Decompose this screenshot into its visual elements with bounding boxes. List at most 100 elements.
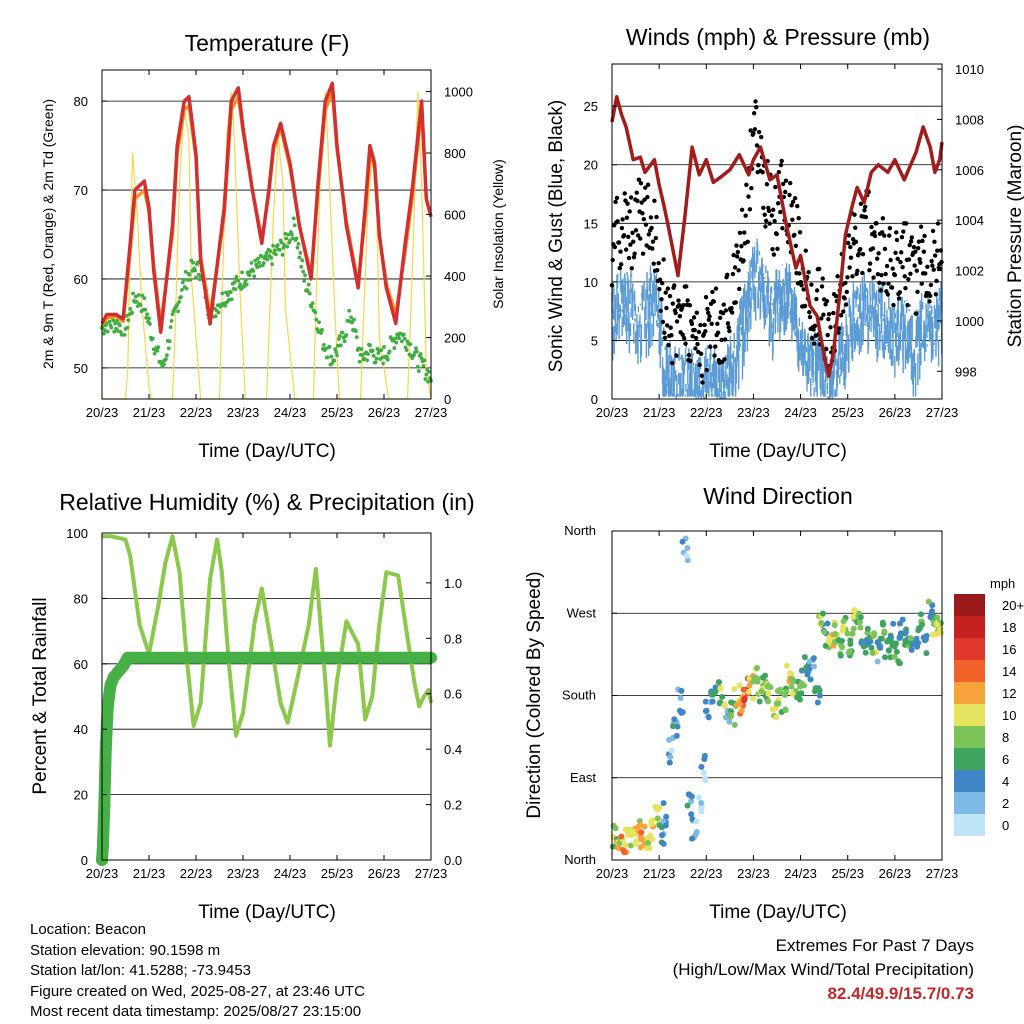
dewpoint-point [359, 347, 364, 351]
dewpoint-point [402, 336, 407, 341]
dewpoint-point [166, 346, 171, 351]
location-text: Location: Beacon [30, 921, 146, 938]
dewpoint-point [327, 344, 332, 349]
legend-swatch [954, 814, 985, 836]
dewpoint-point [302, 279, 306, 283]
speed-legend: mph 20+ 18 16 14 12 10 8 6 4 2 0 [954, 576, 1024, 836]
precip-point [98, 798, 111, 811]
dewpoint-point [180, 288, 184, 292]
direction-point [824, 620, 831, 627]
dewpoint-point [240, 270, 244, 275]
gust-point [680, 332, 685, 337]
gust-point [772, 218, 777, 224]
direction-point [781, 692, 788, 699]
gust-point [887, 233, 892, 238]
gust-point [676, 298, 681, 303]
temperature-frame [101, 69, 432, 400]
gust-point [911, 244, 917, 250]
dewpoint-point [338, 343, 343, 348]
gust-point [735, 249, 741, 255]
gust-point [734, 243, 739, 248]
gust-point [820, 276, 825, 281]
gust-point [935, 248, 940, 253]
gust-point [824, 298, 830, 304]
direction-point [934, 614, 941, 621]
dewpoint-point [150, 336, 155, 341]
gust-point [883, 271, 888, 277]
gust-point [653, 235, 659, 241]
dewpoint-point [117, 323, 122, 328]
gust-point [646, 232, 651, 237]
direction-point [673, 732, 680, 739]
dewpoint-point [393, 336, 398, 341]
gust-point [767, 221, 772, 226]
gust-point [660, 319, 666, 325]
gust-point [743, 213, 748, 218]
direction-point [773, 714, 780, 721]
gust-point [681, 302, 686, 308]
gust-point [610, 257, 615, 263]
legend-swatch [954, 682, 985, 704]
direction-point [649, 817, 656, 824]
humidity-xlabel: Time (Day/UTC) [198, 902, 336, 923]
direction-point [731, 685, 738, 692]
gust-point [709, 321, 714, 327]
extremes-values: 82.4/49.9/15.7/0.73 [827, 984, 974, 1003]
dewpoint-point [418, 352, 423, 356]
direction-point [918, 611, 925, 618]
gust-point [896, 296, 902, 301]
gust-point [641, 217, 647, 222]
humidity-grid [102, 532, 431, 861]
dewpoint-point [183, 269, 188, 274]
gust-point [649, 225, 654, 231]
gust-point [778, 209, 783, 215]
y-tick-label: 40 [74, 722, 88, 737]
gust-point [756, 129, 762, 135]
gust-point [783, 189, 788, 195]
gust-point [703, 294, 709, 300]
dewpoint-point [362, 356, 367, 361]
y-tick-label: 50 [74, 361, 88, 376]
legend-label: 16 [1002, 642, 1016, 657]
gust-point [657, 277, 663, 282]
dewpoint-point [307, 291, 312, 296]
direction-point [837, 652, 844, 659]
direction-point [819, 610, 826, 617]
gust-point [748, 128, 753, 133]
gust-point [927, 299, 932, 304]
precip-line [96, 651, 437, 866]
dewpoint-point [236, 278, 241, 283]
gust-point [819, 284, 825, 289]
gust-point [907, 242, 912, 248]
dewpoint-point [370, 348, 375, 353]
direction-point [754, 678, 761, 685]
y-tick-label: 5 [591, 333, 598, 348]
winds-plot [609, 94, 944, 399]
gust-point [880, 216, 886, 221]
dewpoint-point [242, 284, 246, 289]
gust-point [651, 261, 656, 266]
gust-point [725, 272, 730, 278]
dewpoint-point [313, 310, 318, 315]
legend-swatch [954, 770, 985, 792]
dewpoint-point [213, 314, 218, 319]
dewpoint-point [366, 352, 370, 356]
gust-point [712, 353, 717, 358]
gust-point [775, 246, 780, 251]
direction-title: Wind Direction [703, 483, 853, 509]
gust-point [869, 224, 874, 230]
legend-label: 6 [1002, 752, 1009, 767]
elevation-text: Station elevation: 90.1598 m [30, 941, 221, 959]
direction-point [740, 686, 747, 693]
dewpoint-point [229, 297, 234, 302]
gust-point [731, 252, 736, 258]
dewpoint-point [421, 364, 426, 368]
dewpoint-point [188, 277, 193, 282]
humidity-ylabel: Percent & Total Rainfall [30, 597, 51, 794]
dewpoint-point [167, 339, 172, 344]
direction-point [879, 619, 886, 626]
y-tick-label: South [562, 688, 596, 703]
gust-point [819, 316, 824, 321]
y2-tick-label: 0.0 [444, 853, 462, 868]
gust-point [860, 252, 866, 257]
